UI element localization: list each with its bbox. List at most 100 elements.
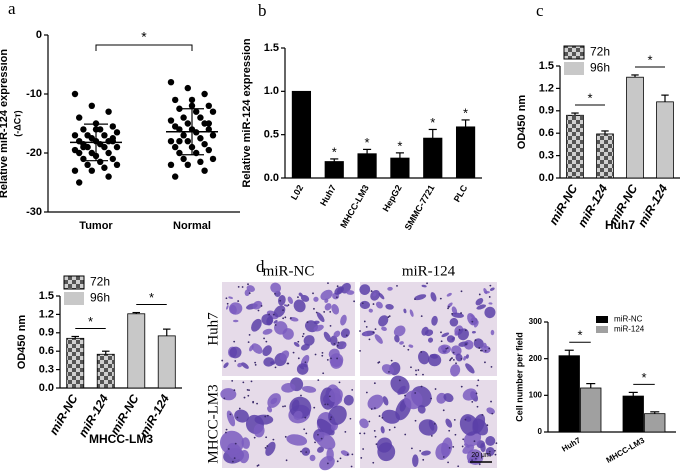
pore (460, 357, 463, 360)
cell (382, 396, 389, 406)
pore (312, 292, 314, 295)
cell (462, 388, 477, 401)
pore (279, 299, 282, 302)
legend-label: miR-124 (614, 325, 645, 334)
pore (303, 428, 306, 431)
pore (256, 464, 259, 467)
pore (372, 303, 375, 305)
pore (344, 430, 347, 433)
cell (368, 308, 373, 313)
pore (481, 413, 484, 416)
pore (336, 357, 339, 360)
x-tick-label: Normal (173, 220, 211, 232)
pore (322, 372, 325, 375)
x-axis-label: MHCC-LM3 (89, 432, 153, 446)
pore (313, 406, 316, 409)
cell (241, 362, 249, 369)
significance: * (577, 328, 582, 343)
pore (460, 385, 463, 388)
scale-bar-label: 20 μm (471, 452, 491, 459)
cell (273, 320, 278, 324)
y-axis-label-sub: (-ΔCт) (12, 110, 22, 136)
cell (473, 338, 484, 349)
pore (336, 285, 339, 288)
pore (329, 418, 332, 421)
cell (244, 289, 250, 297)
significance: * (332, 144, 337, 159)
cell (246, 285, 255, 293)
point (180, 114, 187, 121)
cell (414, 294, 427, 301)
cell (253, 423, 265, 438)
bar (96, 353, 115, 389)
pore (471, 320, 474, 323)
x-tick-label: miR-NC (107, 392, 141, 437)
y-tick-label: -10 (26, 88, 42, 100)
pore (489, 284, 492, 287)
y-tick-label: -20 (26, 147, 42, 159)
y-tick-label: 1.5 (539, 60, 554, 72)
pore (462, 438, 465, 441)
point (84, 161, 91, 168)
cell (428, 419, 435, 431)
point (105, 173, 112, 180)
cell (421, 284, 427, 288)
pore (317, 379, 320, 382)
point (172, 143, 179, 151)
pore (363, 320, 366, 323)
point (167, 79, 175, 86)
cell (431, 315, 438, 326)
pore (451, 357, 453, 359)
point (71, 167, 79, 174)
cell (228, 302, 243, 315)
cell (313, 324, 324, 332)
pore (350, 465, 353, 468)
point (176, 105, 183, 112)
pore (370, 290, 373, 292)
pore (227, 448, 230, 450)
pore (265, 436, 268, 439)
cell (428, 353, 442, 367)
point (109, 155, 117, 163)
point (209, 155, 217, 163)
point (101, 143, 108, 151)
pore (326, 462, 329, 465)
pore (321, 354, 324, 357)
legend-label: miR-NC (614, 315, 643, 324)
cell (279, 350, 290, 361)
cell (283, 304, 289, 307)
pore (442, 456, 445, 458)
pore (414, 419, 417, 422)
pore (457, 465, 460, 468)
significance: * (149, 290, 154, 305)
cell (324, 303, 332, 311)
pore (458, 328, 461, 331)
cell (484, 306, 496, 319)
point (101, 164, 108, 171)
cell (446, 335, 455, 343)
significance: * (88, 314, 93, 329)
point (109, 123, 117, 130)
cell (404, 390, 423, 410)
cell (309, 454, 316, 462)
cell (445, 418, 453, 428)
significance: * (587, 90, 592, 105)
cell (409, 309, 414, 317)
legend-swatch (563, 45, 585, 60)
cell (441, 437, 453, 458)
point (88, 167, 96, 174)
point (184, 138, 191, 145)
cell (262, 328, 273, 335)
pore (284, 316, 287, 319)
pore (260, 305, 263, 307)
pore (420, 351, 423, 353)
pore (372, 461, 375, 464)
point (201, 167, 208, 174)
pore (374, 328, 377, 331)
cell (475, 298, 484, 306)
pore (336, 296, 338, 299)
panel-letter: d (256, 257, 265, 276)
pore (315, 311, 318, 314)
x-tick-label: Huh7 (318, 183, 338, 207)
pore (471, 400, 474, 403)
